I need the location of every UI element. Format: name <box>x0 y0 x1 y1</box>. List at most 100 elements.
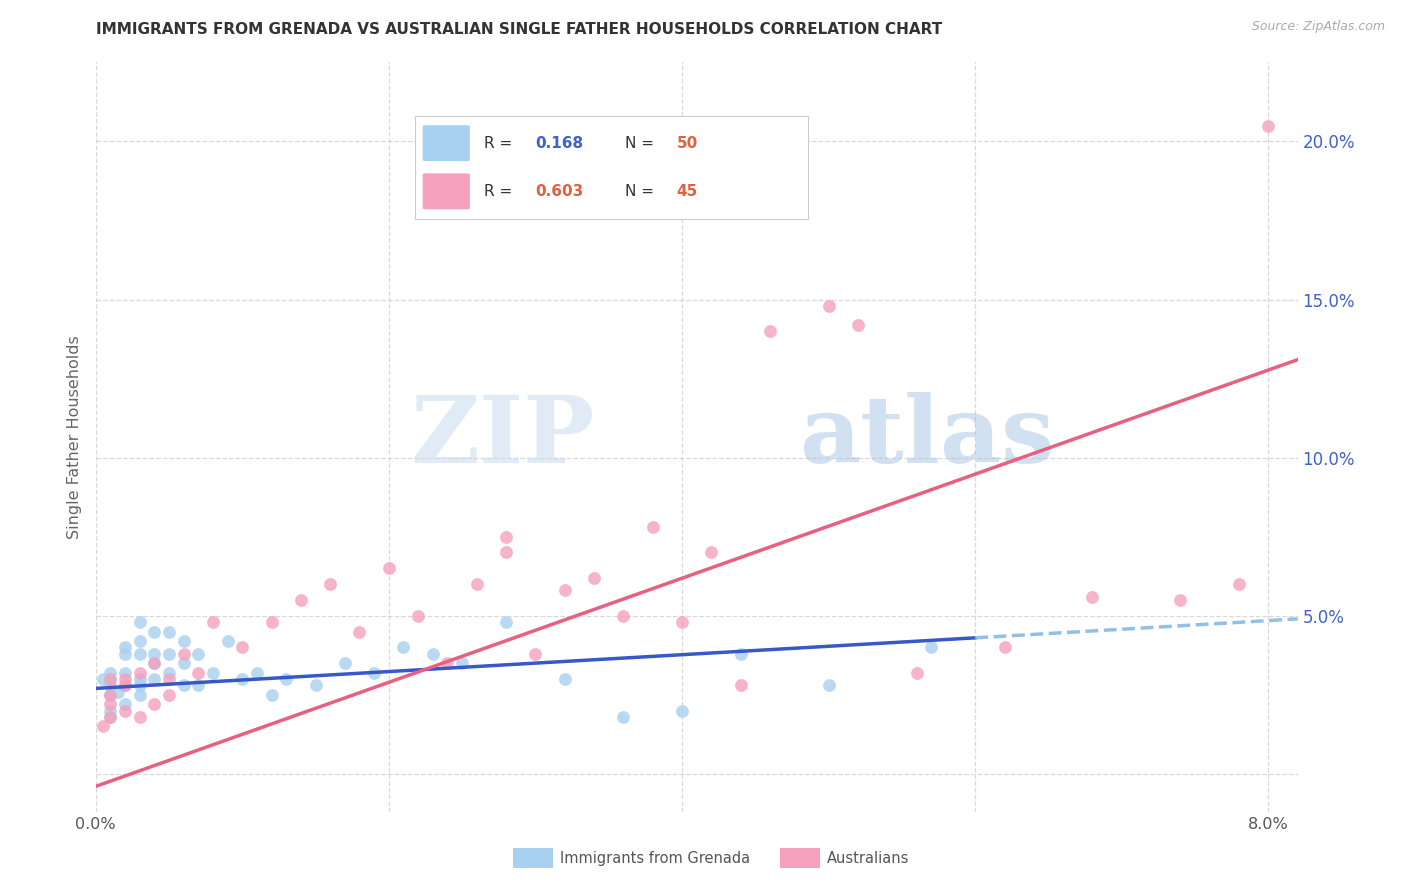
Point <box>114 640 136 655</box>
Point <box>143 672 166 686</box>
Point <box>231 640 253 655</box>
Point <box>187 647 209 661</box>
Point <box>98 710 121 724</box>
Point <box>1257 119 1279 133</box>
Point <box>107 684 129 698</box>
Point <box>817 299 839 313</box>
Text: ZIP: ZIP <box>411 392 595 482</box>
Point <box>173 678 195 692</box>
Point <box>436 656 458 670</box>
Point <box>495 545 517 559</box>
Point <box>91 672 114 686</box>
Point <box>920 640 942 655</box>
Point <box>114 647 136 661</box>
Point <box>700 545 723 559</box>
Point <box>128 634 150 648</box>
Point <box>246 665 269 680</box>
Point <box>554 672 576 686</box>
Point <box>201 665 224 680</box>
Point <box>98 688 121 702</box>
Point <box>173 656 195 670</box>
Point <box>143 656 166 670</box>
Point <box>612 608 634 623</box>
Point <box>905 665 928 680</box>
Point <box>157 665 180 680</box>
Text: 45: 45 <box>676 184 697 199</box>
Point <box>114 678 136 692</box>
Text: Immigrants from Grenada: Immigrants from Grenada <box>560 851 749 865</box>
Text: Australians: Australians <box>827 851 910 865</box>
Point <box>554 583 576 598</box>
Point <box>524 647 547 661</box>
Point <box>1170 593 1192 607</box>
Point <box>260 688 283 702</box>
Point <box>173 634 195 648</box>
Point <box>730 678 752 692</box>
Point <box>98 672 121 686</box>
Point <box>641 520 664 534</box>
Point <box>495 615 517 629</box>
Text: atlas: atlas <box>799 392 1054 482</box>
Point <box>319 577 342 591</box>
Point <box>114 678 136 692</box>
Point <box>304 678 326 692</box>
Point <box>98 672 121 686</box>
Point <box>157 647 180 661</box>
Point <box>1081 590 1104 604</box>
Point <box>114 672 136 686</box>
Text: IMMIGRANTS FROM GRENADA VS AUSTRALIAN SINGLE FATHER HOUSEHOLDS CORRELATION CHART: IMMIGRANTS FROM GRENADA VS AUSTRALIAN SI… <box>96 22 942 37</box>
Point <box>157 624 180 639</box>
Point <box>363 665 385 680</box>
Point <box>128 688 150 702</box>
Point <box>143 647 166 661</box>
Point <box>114 697 136 711</box>
Point <box>583 571 606 585</box>
Point <box>98 665 121 680</box>
Point <box>406 608 429 623</box>
Text: R =: R = <box>484 136 517 151</box>
Point <box>143 697 166 711</box>
Point <box>201 615 224 629</box>
Point <box>349 624 371 639</box>
Point <box>378 561 401 575</box>
Point <box>128 615 150 629</box>
Point <box>422 647 444 661</box>
Point <box>157 672 180 686</box>
Point <box>290 593 312 607</box>
Point <box>128 678 150 692</box>
Point <box>187 678 209 692</box>
Text: 0.603: 0.603 <box>534 184 583 199</box>
Point <box>128 665 150 680</box>
Text: N =: N = <box>626 184 659 199</box>
Point <box>98 688 121 702</box>
Point <box>465 577 488 591</box>
Point <box>333 656 356 670</box>
Point <box>260 615 283 629</box>
Point <box>671 615 693 629</box>
Point <box>143 624 166 639</box>
Point <box>671 704 693 718</box>
Point <box>231 672 253 686</box>
Point <box>993 640 1015 655</box>
Point <box>173 647 195 661</box>
Point <box>276 672 298 686</box>
Point <box>98 704 121 718</box>
Point <box>392 640 415 655</box>
Point <box>817 678 839 692</box>
Point <box>98 710 121 724</box>
Text: Source: ZipAtlas.com: Source: ZipAtlas.com <box>1251 20 1385 33</box>
Text: R =: R = <box>484 184 517 199</box>
Point <box>612 710 634 724</box>
FancyBboxPatch shape <box>423 173 470 210</box>
Text: 50: 50 <box>676 136 697 151</box>
Y-axis label: Single Father Households: Single Father Households <box>67 335 83 539</box>
Text: N =: N = <box>626 136 659 151</box>
Point <box>759 324 782 338</box>
Point <box>1227 577 1250 591</box>
Point <box>91 719 114 733</box>
Point <box>217 634 239 648</box>
Point <box>730 647 752 661</box>
Point <box>451 656 474 670</box>
Point <box>114 665 136 680</box>
Point <box>128 672 150 686</box>
